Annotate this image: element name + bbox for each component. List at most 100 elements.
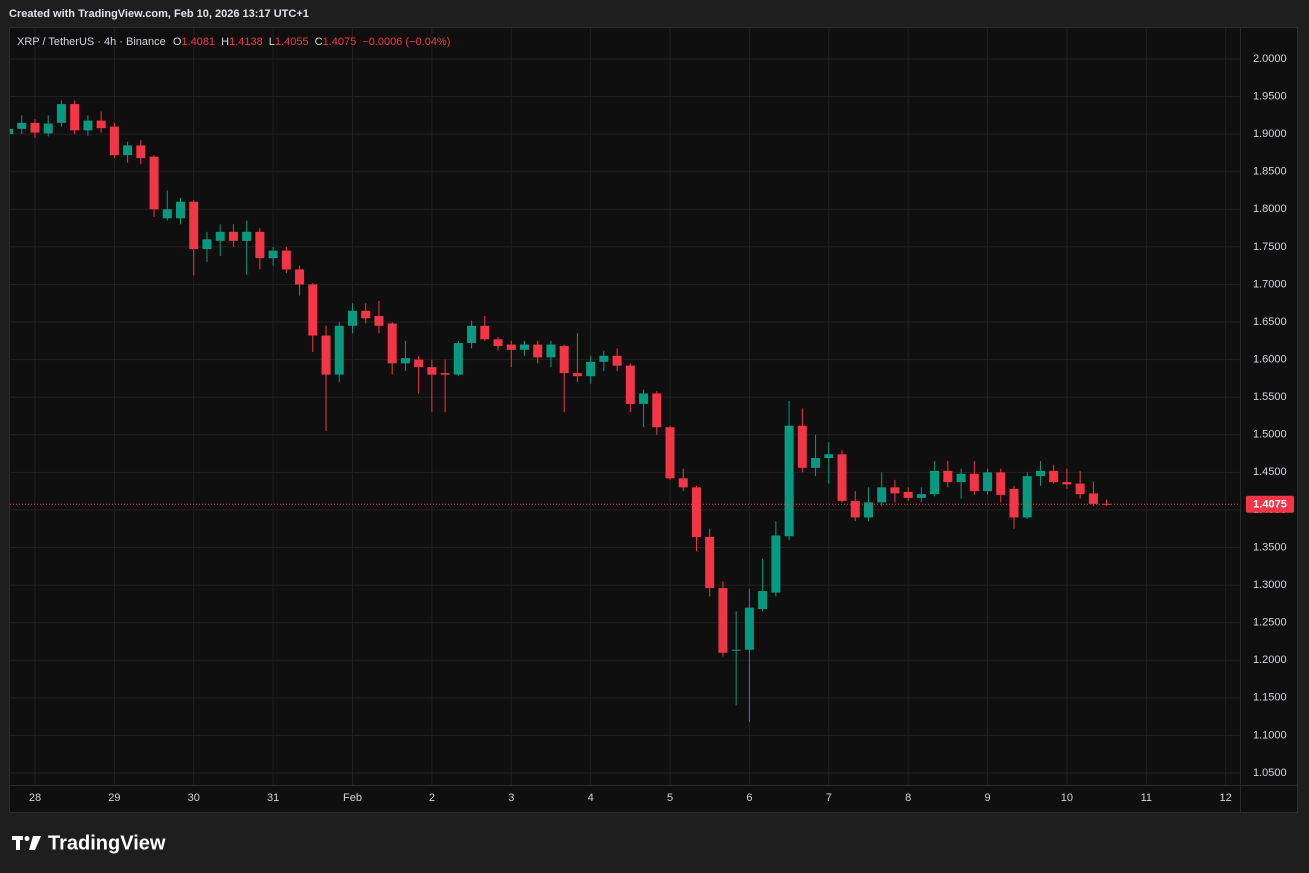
x-tick-label: 28 (29, 792, 41, 804)
candle-body (467, 325, 477, 344)
change: −0.0006 (−0.04%) (362, 36, 450, 48)
candle-body (109, 126, 119, 156)
candle-body (625, 365, 635, 404)
ohlc-value: 1.4081 (181, 36, 215, 48)
candle-body (771, 535, 781, 593)
candle-body (255, 231, 265, 259)
candle-body (559, 346, 569, 374)
y-tick-label: 1.3500 (1253, 541, 1287, 553)
candle-body (824, 454, 834, 459)
last-price-label: 1.4075 (1253, 499, 1287, 511)
candle-body (586, 361, 596, 377)
candle-body (877, 487, 887, 503)
y-tick-label: 1.8000 (1253, 203, 1287, 215)
candle-body (43, 123, 53, 134)
candle-body (1062, 482, 1072, 485)
y-tick-label: 1.6000 (1253, 354, 1287, 366)
candle-body (189, 201, 199, 250)
logo-shape (24, 836, 30, 841)
candle-body (1102, 503, 1112, 505)
candle-body (744, 607, 754, 650)
candle-body (149, 156, 159, 210)
candle-body (758, 591, 768, 610)
candle-body (308, 284, 318, 336)
candle-body (1022, 476, 1032, 518)
grid (10, 28, 1240, 785)
ohlc-value: 1.4055 (275, 36, 309, 48)
candle-body (983, 472, 993, 492)
candle-body (162, 209, 172, 219)
candle-body (347, 310, 357, 326)
y-tick-label: 1.1500 (1253, 692, 1287, 704)
candle-body (215, 231, 225, 241)
y-tick-label: 1.9000 (1253, 128, 1287, 140)
candle-body (718, 588, 728, 653)
logo-shape (16, 836, 20, 850)
candle-body (480, 325, 490, 340)
y-tick-label: 1.4500 (1253, 466, 1287, 478)
candle-body (691, 487, 701, 537)
candle-body (414, 359, 424, 368)
y-tick-label: 1.9500 (1253, 90, 1287, 102)
x-tick-label: 12 (1220, 792, 1232, 804)
x-tick-label: 30 (188, 792, 200, 804)
candle-body (1049, 470, 1059, 483)
x-tick-label: 2 (429, 792, 435, 804)
candle-body (176, 201, 186, 219)
candle-body (281, 250, 291, 270)
symbol: XRP / TetherUS · 4h · Binance (17, 36, 166, 48)
candle-body (797, 425, 807, 468)
candle-body (731, 649, 741, 651)
candle-body (652, 393, 662, 428)
candle-body (242, 231, 252, 241)
candle-body (599, 355, 609, 362)
y-tick-label: 1.2500 (1253, 617, 1287, 629)
ohlc-value: 1.4075 (323, 36, 357, 48)
x-tick-label: 7 (826, 792, 832, 804)
ohlc-label: O (173, 36, 182, 48)
candle-body (1009, 488, 1019, 518)
logo-shape (29, 836, 41, 850)
candle-body (519, 344, 529, 350)
x-tick-label: 8 (905, 792, 911, 804)
y-tick-label: 1.5000 (1253, 429, 1287, 441)
candle-body (440, 373, 450, 375)
candle-body (863, 502, 873, 518)
candle-body (427, 367, 437, 375)
candle-body (1088, 493, 1098, 504)
ohlc-label: H (221, 36, 229, 48)
candle-body (1035, 470, 1045, 477)
candle-body (493, 339, 503, 347)
candle-body (572, 373, 582, 377)
candle-body (956, 473, 966, 483)
candle-body (400, 358, 410, 364)
y-tick-label: 1.6500 (1253, 316, 1287, 328)
candle-body (639, 393, 649, 404)
candle-body (321, 335, 331, 375)
candle-body (228, 231, 238, 241)
y-tick-label: 1.7500 (1253, 241, 1287, 253)
candle-body (136, 145, 146, 159)
candle-body (612, 355, 622, 366)
candle-body (969, 473, 979, 492)
x-tick-label: 6 (746, 792, 752, 804)
candle-body (10, 128, 14, 135)
candle-body (850, 500, 860, 518)
candle-body (334, 325, 344, 375)
candle-body (678, 478, 688, 488)
candles (10, 100, 1112, 722)
candle-body (453, 343, 463, 375)
x-tick-label: Feb (343, 792, 362, 804)
candle-body (268, 250, 278, 259)
y-tick-label: 1.7000 (1253, 278, 1287, 290)
x-tick-label: 10 (1061, 792, 1073, 804)
y-tick-label: 2.0000 (1253, 53, 1287, 65)
x-tick-label: 9 (984, 792, 990, 804)
candle-body (943, 470, 953, 483)
caption: Created with TradingView.com, Feb 10, 20… (9, 8, 309, 20)
candle-body (123, 145, 133, 156)
candle-body (506, 344, 516, 350)
y-tick-label: 1.0500 (1253, 767, 1287, 779)
brand: TradingView (48, 832, 166, 854)
